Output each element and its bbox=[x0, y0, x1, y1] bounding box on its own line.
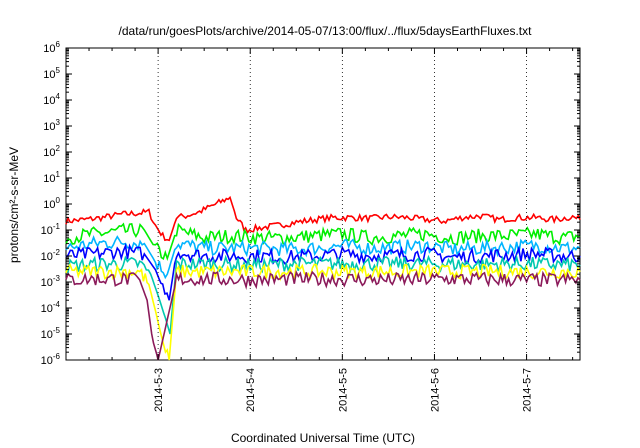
y-tick-label: 104 bbox=[43, 92, 60, 107]
y-tick-label: 10-1 bbox=[41, 222, 61, 237]
plot-frame bbox=[65, 47, 581, 361]
y-tick-label: 105 bbox=[43, 66, 60, 81]
y-tick-label: 10-2 bbox=[41, 248, 61, 263]
x-tick-label: 2014-5-7 bbox=[522, 368, 534, 412]
y-tick-label: 102 bbox=[43, 144, 60, 159]
series-line-3 bbox=[65, 234, 581, 280]
series-line-5 bbox=[65, 254, 581, 335]
y-tick-label: 106 bbox=[43, 40, 60, 55]
y-tick-label: 10-5 bbox=[41, 326, 61, 341]
series-line-1 bbox=[65, 195, 581, 242]
x-axis: 2014-5-3 2014-5-4 2014-5-5 2014-5-6 2014-5-7 bbox=[88, 48, 574, 412]
x-axis-label: Coordinated Universal Time (UTC) bbox=[231, 431, 415, 445]
y-tick-label: 100 bbox=[43, 196, 60, 211]
series-line-6 bbox=[65, 262, 581, 361]
y-axis-label: protons/cm²-s-sr-MeV bbox=[7, 147, 21, 263]
series-line-7 bbox=[65, 269, 581, 361]
x-tick-label: 2014-5-4 bbox=[245, 368, 257, 412]
x-tick-label: 2014-5-5 bbox=[337, 368, 349, 412]
y-axis: 10-6 10-5 10-4 10-3 10-2 10-1 100 101 102 103 104 1… bbox=[41, 40, 580, 367]
x-tick-label: 2014-5-3 bbox=[153, 368, 165, 412]
y-tick-label: 10-6 bbox=[41, 352, 61, 367]
chart-title: /data/run/goesPlots/archive/2014-05-07/1… bbox=[119, 24, 533, 38]
y-tick-label: 10-4 bbox=[41, 300, 61, 315]
y-tick-label: 10-3 bbox=[41, 274, 61, 289]
y-tick-label: 103 bbox=[43, 118, 60, 133]
y-tick-label: 101 bbox=[43, 170, 60, 185]
series-line-2 bbox=[65, 222, 581, 262]
series-layer bbox=[65, 195, 581, 361]
series-line-4 bbox=[65, 242, 581, 301]
x-tick-label: 2014-5-6 bbox=[429, 368, 441, 412]
